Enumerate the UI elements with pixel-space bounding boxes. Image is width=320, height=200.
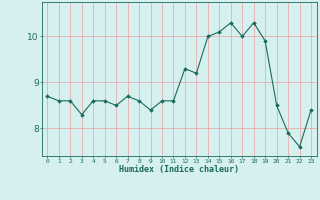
X-axis label: Humidex (Indice chaleur): Humidex (Indice chaleur) [119, 165, 239, 174]
